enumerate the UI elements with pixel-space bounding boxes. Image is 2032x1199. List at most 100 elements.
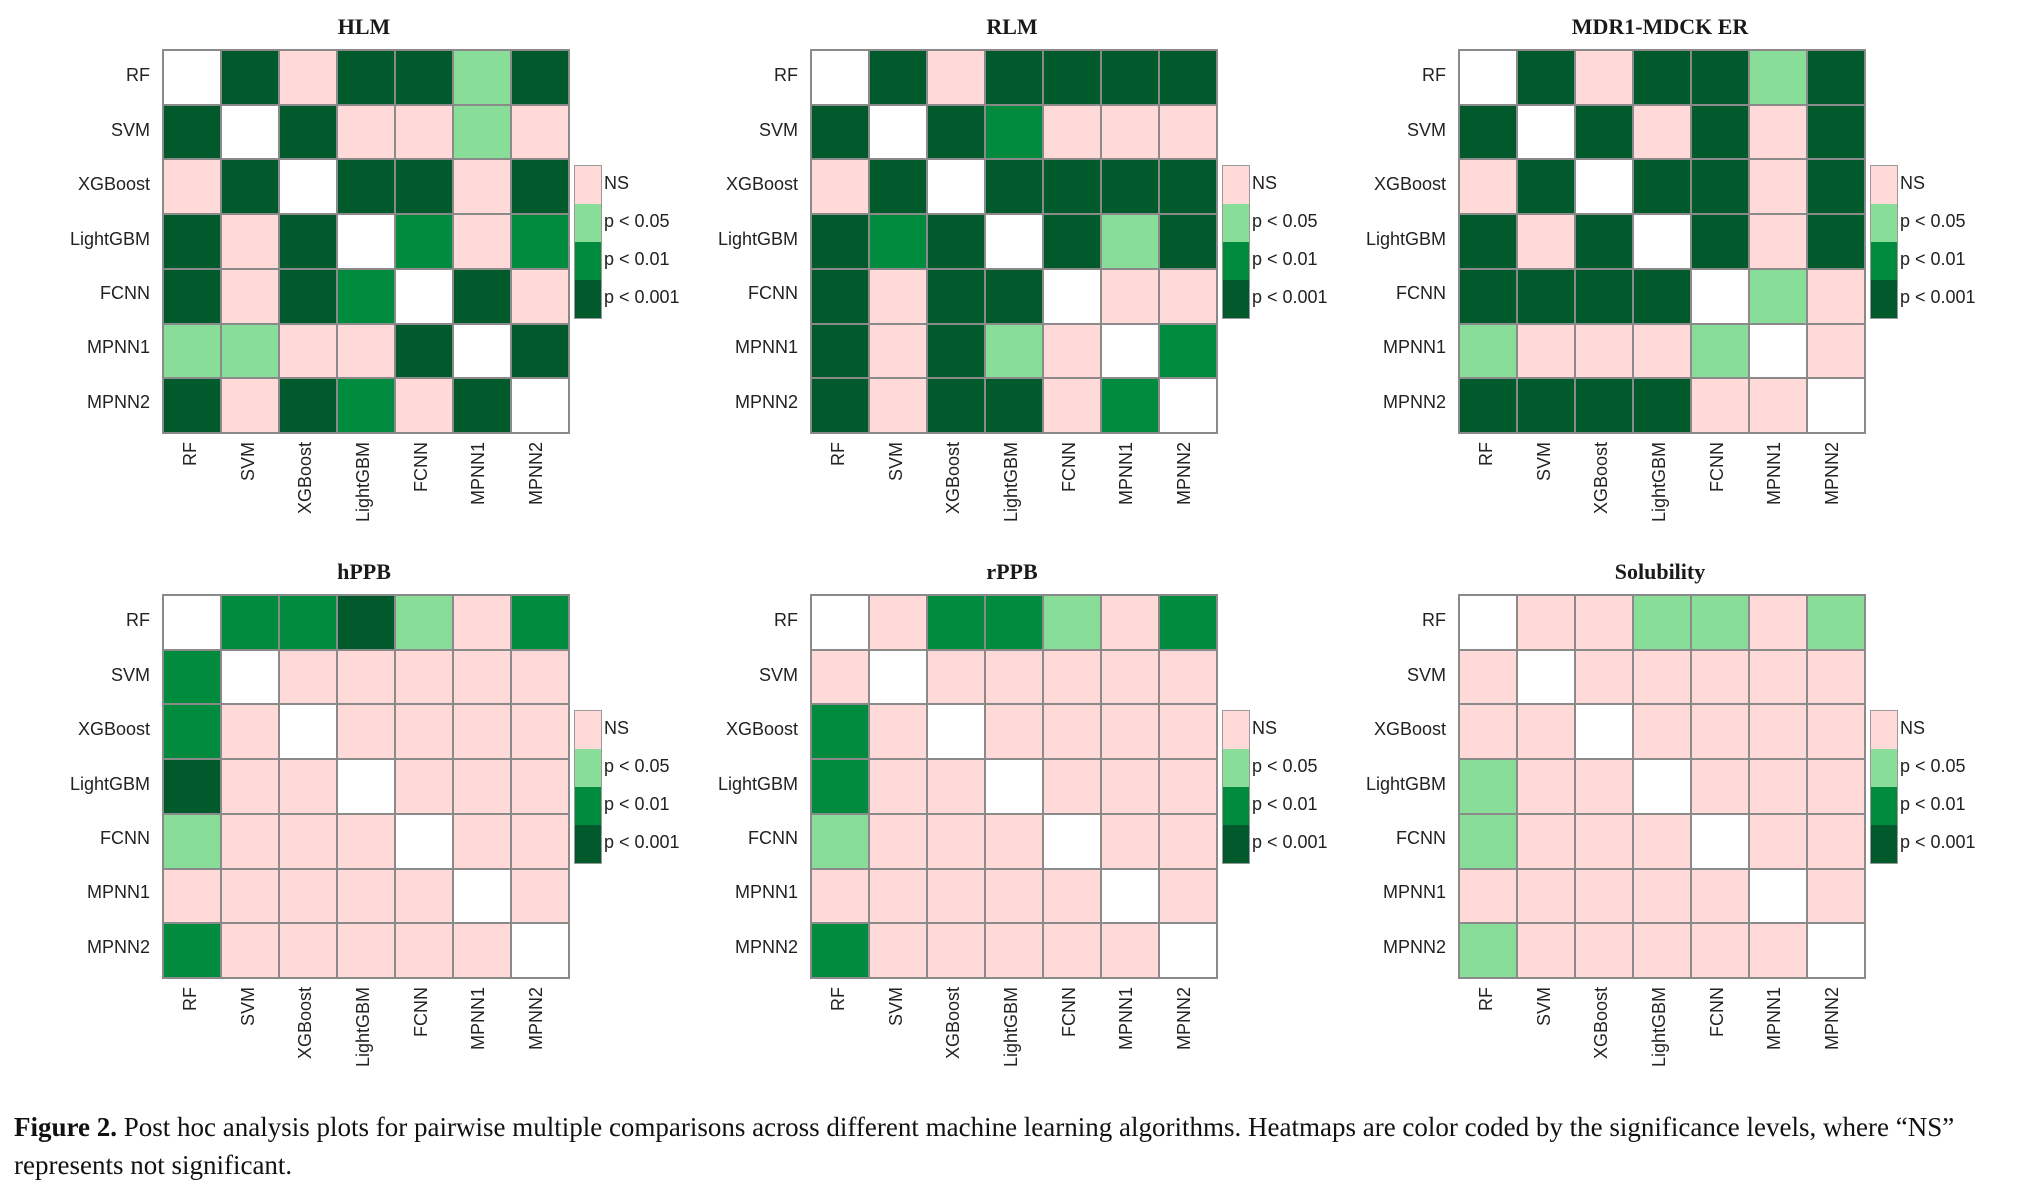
heatmap-cell [1692,269,1748,323]
heatmap-grid [1458,594,1866,979]
heatmap-cell [1808,215,1864,268]
heatmap-cell [1634,324,1690,378]
row-label: MPNN2 [1382,936,1446,957]
heatmap-cell [396,160,452,214]
heatmap-cell [222,705,278,759]
column-label: MPNN1 [1764,441,1785,505]
legend-colorbar [1222,710,1250,864]
column-label: SVM [885,441,906,481]
heatmap-cell [870,324,926,378]
heatmap-cell [1808,596,1864,649]
heatmap-cell [338,814,394,868]
row-label: FCNN [1396,827,1446,848]
heatmap-cell [338,924,394,977]
heatmap-cell [1634,760,1690,813]
heatmap-cell [222,105,278,159]
heatmap-cell [512,705,568,759]
heatmap-cell [396,869,452,923]
heatmap-cell [1102,869,1158,923]
heatmap-cell [1518,51,1574,104]
legend-swatch [1223,166,1249,204]
heatmap-cell [222,869,278,923]
heatmap-cell [1750,269,1806,323]
column-label: SVM [1533,986,1554,1026]
heatmap-cell [280,324,336,378]
legend-label: p < 0.05 [1900,756,1966,776]
heatmap-cell [280,650,336,704]
heatmap-cell [1808,269,1864,323]
heatmap-cell [1634,51,1690,104]
heatmap-cell [1102,324,1158,378]
column-label: MPNN2 [1174,441,1195,505]
heatmap-cell [1576,650,1632,704]
column-label: MPNN1 [468,441,489,505]
column-label: LightGBM [353,986,373,1067]
heatmap-cell [1750,51,1806,104]
heatmap-cell [928,869,984,923]
row-label: RF [774,65,798,86]
heatmap-cell [1460,596,1516,649]
heatmap-cell [1044,650,1100,704]
heatmap-cell [1160,51,1216,104]
row-label: LightGBM [1365,228,1446,249]
panel-title: Solubility [1614,559,1706,584]
heatmap-panel: rPPB RF SVM XGBoost LightGBM FCNN MPNN1 MPNN2 RF… [648,545,1328,1105]
heatmap-cell [1750,650,1806,704]
legend-colorbar [574,710,602,864]
heatmap-cell [454,869,510,923]
column-label: MPNN2 [526,986,547,1050]
legend-label: p < 0.01 [1252,249,1318,269]
heatmap-cell [512,924,568,977]
heatmap-cell [1160,160,1216,214]
legend-label: NS [1252,718,1278,738]
heatmap-cell [986,215,1042,268]
column-label: SVM [1533,441,1554,481]
heatmap-cell [164,814,220,868]
column-label: XGBoost [1591,441,1612,514]
heatmap-cell [986,160,1042,214]
heatmap-cell [164,596,220,649]
heatmap-grid [162,594,570,979]
column-label: MPNN2 [1822,986,1843,1050]
heatmap-cell [1044,869,1100,923]
column-label: XGBoost [1591,986,1612,1059]
heatmap-cell [1692,379,1748,432]
row-label: FCNN [748,282,798,303]
heatmap-grid [810,49,1218,434]
legend-swatch [1223,280,1249,318]
heatmap-cell [1160,324,1216,378]
legend-label: p < 0.001 [1252,287,1328,307]
heatmap-cell [1160,705,1216,759]
heatmap-cell [222,269,278,323]
column-label: LightGBM [1001,986,1021,1067]
heatmap-cell [164,324,220,378]
column-label: MPNN2 [1174,986,1195,1050]
legend-colorbar [574,165,602,319]
heatmap-cell [1576,105,1632,159]
column-label: MPNN1 [1116,986,1137,1050]
heatmap-cell [812,105,868,159]
panel-title: MDR1-MDCK ER [1571,14,1749,39]
heatmap-cell [1518,215,1574,268]
heatmap-cell [1750,379,1806,432]
heatmap-cell [396,760,452,813]
heatmap-cell [1692,105,1748,159]
heatmap-cell [1634,650,1690,704]
legend-colorbar [1870,165,1898,319]
heatmap-cell [1634,814,1690,868]
heatmap-cell [280,814,336,868]
column-label: LightGBM [353,441,373,522]
heatmap-cell [1460,869,1516,923]
heatmap-cell [870,379,926,432]
heatmap-cell [454,924,510,977]
heatmap-cell [986,760,1042,813]
row-label: LightGBM [717,773,798,794]
row-label: RF [1422,65,1446,86]
heatmap-cell [1044,705,1100,759]
heatmap-cell [512,215,568,268]
legend-colorbar [1870,710,1898,864]
heatmap-cell [1160,215,1216,268]
heatmap-cell [1460,760,1516,813]
column-label: FCNN [1706,987,1727,1037]
legend-swatch [575,749,601,787]
